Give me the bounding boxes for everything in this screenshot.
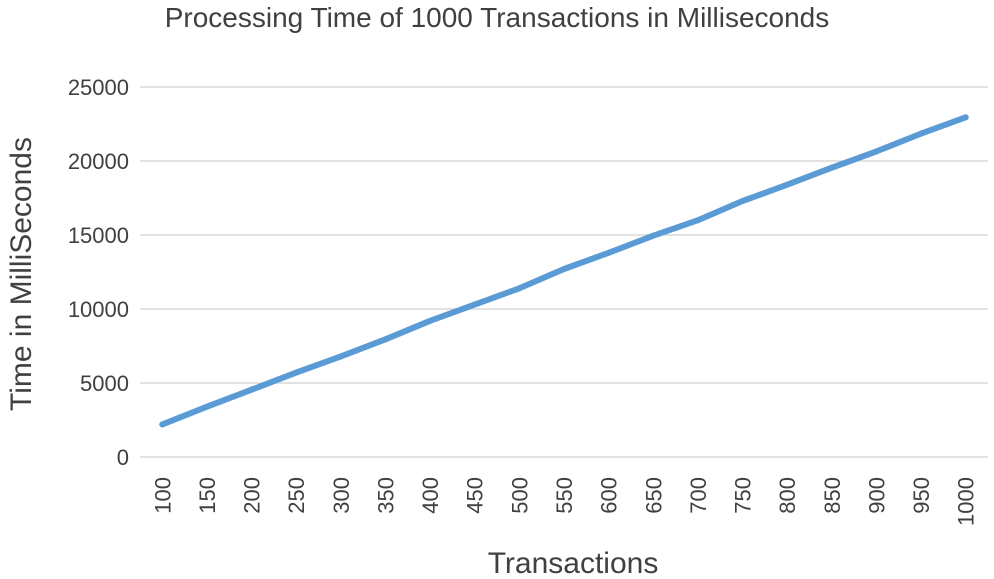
data-point [873, 148, 880, 155]
x-tick-label: 150 [195, 477, 220, 514]
y-axis-label: Time in MilliSeconds [5, 137, 38, 411]
data-point [203, 403, 210, 410]
data-point [739, 197, 746, 204]
x-tick-label: 500 [507, 477, 532, 514]
y-tick-label: 20000 [68, 149, 129, 174]
x-tick-label: 100 [150, 477, 175, 514]
data-point [918, 130, 925, 137]
data-point [694, 217, 701, 224]
x-tick-label: 300 [329, 477, 354, 514]
x-tick-label: 600 [597, 477, 622, 514]
y-axis-ticks: 0 5000 10000 15000 20000 25000 [68, 75, 129, 470]
x-axis-label: Transactions [488, 547, 659, 579]
y-tick-label: 15000 [68, 223, 129, 248]
x-tick-label: 400 [418, 477, 443, 514]
x-tick-label: 350 [373, 477, 398, 514]
data-point [516, 285, 523, 292]
x-tick-label: 450 [463, 477, 488, 514]
data-point [248, 386, 255, 393]
data-point [962, 114, 969, 121]
x-tick-label: 250 [284, 477, 309, 514]
y-tick-label: 10000 [68, 297, 129, 322]
data-point [561, 266, 567, 273]
x-tick-label: 850 [820, 477, 845, 514]
x-tick-label: 900 [864, 477, 889, 514]
chart-title: Processing Time of 1000 Transactions in … [165, 2, 830, 33]
x-tick-label: 750 [731, 477, 756, 514]
x-tick-label: 550 [552, 477, 577, 514]
x-tick-label: 950 [909, 477, 934, 514]
y-tick-label: 25000 [68, 75, 129, 100]
data-point [650, 232, 657, 239]
series-layer [159, 114, 969, 428]
x-axis-ticks: 100 150 200 250 300 350 400 450 500 550 600 650 700 7… [150, 477, 978, 526]
data-point [159, 421, 166, 428]
data-point [605, 249, 612, 256]
data-point [337, 353, 344, 360]
data-point [427, 317, 434, 324]
x-tick-label: 650 [641, 477, 666, 514]
x-tick-label: 200 [240, 477, 265, 514]
x-tick-label: 800 [775, 477, 800, 514]
y-tick-label: 0 [117, 445, 129, 470]
data-point [293, 369, 300, 376]
data-point [471, 301, 478, 308]
x-tick-label: 700 [686, 477, 711, 514]
data-point [828, 164, 835, 171]
grid-lines [140, 86, 988, 458]
data-point [382, 336, 389, 343]
data-point [784, 181, 791, 188]
y-tick-label: 5000 [80, 371, 129, 396]
x-tick-label: 1000 [954, 477, 979, 526]
